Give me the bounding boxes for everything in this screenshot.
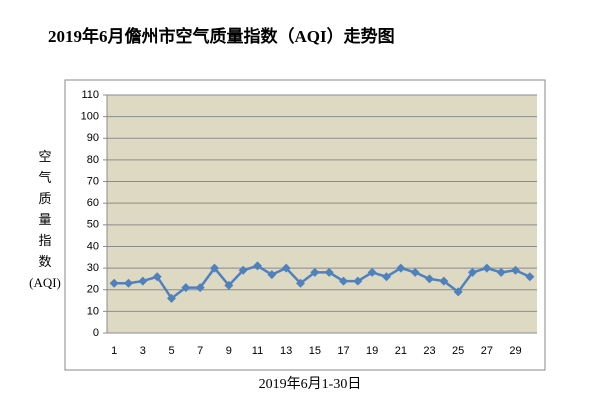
chart-border: [64, 79, 546, 371]
x-tick-label: 29: [509, 345, 521, 357]
x-tick-label: 23: [423, 345, 435, 357]
y-axis-label: (AQI): [29, 275, 61, 290]
marker: [281, 263, 291, 273]
y-tick-label: 60: [87, 197, 99, 209]
marker: [468, 267, 477, 277]
x-axis-label: 2019年6月1-30日: [259, 376, 362, 392]
marker: [367, 267, 377, 277]
y-axis-label: 数: [38, 254, 51, 269]
marker: [210, 263, 219, 273]
y-tick-label: 100: [81, 111, 99, 123]
x-tick-label: 7: [197, 345, 203, 357]
marker: [396, 263, 406, 273]
x-tick-label: 11: [252, 345, 263, 357]
y-tick-label: 10: [87, 305, 99, 317]
x-tick-label: 3: [140, 345, 146, 357]
y-tick-label: 40: [87, 240, 99, 252]
marker: [267, 270, 277, 280]
marker: [482, 263, 492, 273]
marker: [525, 272, 535, 282]
marker: [138, 276, 148, 286]
marker: [425, 274, 434, 284]
x-tick-label: 27: [481, 345, 493, 357]
x-tick-label: 1: [111, 345, 117, 357]
marker: [181, 283, 191, 293]
x-tick-label: 15: [309, 345, 321, 357]
x-tick-label: 9: [226, 345, 232, 357]
marker: [224, 280, 234, 290]
marker: [167, 293, 176, 303]
marker: [382, 272, 391, 282]
marker: [353, 276, 363, 286]
y-tick-label: 0: [93, 327, 99, 339]
marker: [410, 267, 420, 277]
x-tick-label: 25: [452, 345, 464, 357]
marker: [339, 276, 348, 286]
x-tick-label: 17: [337, 345, 349, 357]
y-axis-label: 指: [38, 233, 51, 248]
marker: [195, 283, 205, 293]
y-axis-label: 空: [38, 149, 51, 164]
marker: [238, 265, 248, 275]
y-axis-label: 质: [38, 191, 51, 206]
y-tick-label: 20: [87, 284, 99, 296]
marker: [152, 272, 162, 282]
y-tick-label: 80: [87, 154, 99, 166]
y-tick-label: 30: [87, 262, 99, 274]
marker: [296, 278, 305, 288]
y-axis-label: 气: [38, 170, 51, 185]
y-axis-label: 量: [38, 212, 51, 227]
y-tick-label: 90: [87, 132, 99, 144]
marker: [310, 267, 320, 277]
x-tick-label: 5: [168, 345, 174, 357]
y-tick-label: 70: [87, 175, 99, 187]
marker: [511, 265, 520, 275]
chart-title: 2019年6月儋州市空气质量指数（AQI）走势图: [48, 26, 395, 46]
marker: [453, 287, 463, 297]
marker: [496, 267, 506, 277]
marker: [124, 278, 133, 288]
x-tick-label: 13: [280, 345, 292, 357]
marker: [324, 267, 334, 277]
marker: [439, 276, 449, 286]
marker: [109, 278, 119, 288]
marker: [253, 261, 262, 271]
x-tick-label: 19: [366, 345, 378, 357]
y-tick-label: 110: [81, 89, 99, 101]
x-tick-label: 21: [395, 345, 407, 357]
y-tick-label: 50: [87, 219, 99, 231]
